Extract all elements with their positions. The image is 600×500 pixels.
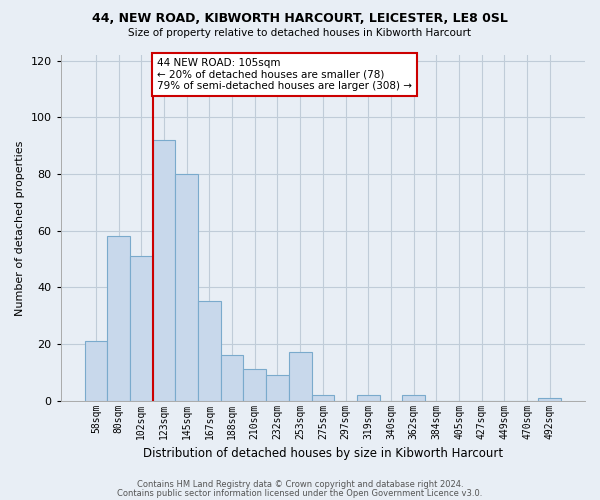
Bar — [198, 302, 221, 400]
Bar — [85, 341, 107, 400]
Bar — [175, 174, 198, 400]
Bar — [130, 256, 152, 400]
Bar — [357, 395, 380, 400]
Bar — [402, 395, 425, 400]
Bar — [107, 236, 130, 400]
Y-axis label: Number of detached properties: Number of detached properties — [15, 140, 25, 316]
Bar — [221, 356, 244, 401]
Text: 44, NEW ROAD, KIBWORTH HARCOURT, LEICESTER, LE8 0SL: 44, NEW ROAD, KIBWORTH HARCOURT, LEICEST… — [92, 12, 508, 26]
Text: Contains HM Land Registry data © Crown copyright and database right 2024.: Contains HM Land Registry data © Crown c… — [137, 480, 463, 489]
Bar — [266, 375, 289, 400]
Bar — [244, 370, 266, 400]
Bar — [289, 352, 311, 401]
Text: 44 NEW ROAD: 105sqm
← 20% of detached houses are smaller (78)
79% of semi-detach: 44 NEW ROAD: 105sqm ← 20% of detached ho… — [157, 58, 412, 91]
Text: Size of property relative to detached houses in Kibworth Harcourt: Size of property relative to detached ho… — [128, 28, 472, 38]
Bar — [538, 398, 561, 400]
Bar — [311, 395, 334, 400]
Bar — [152, 140, 175, 400]
Text: Contains public sector information licensed under the Open Government Licence v3: Contains public sector information licen… — [118, 488, 482, 498]
X-axis label: Distribution of detached houses by size in Kibworth Harcourt: Distribution of detached houses by size … — [143, 447, 503, 460]
